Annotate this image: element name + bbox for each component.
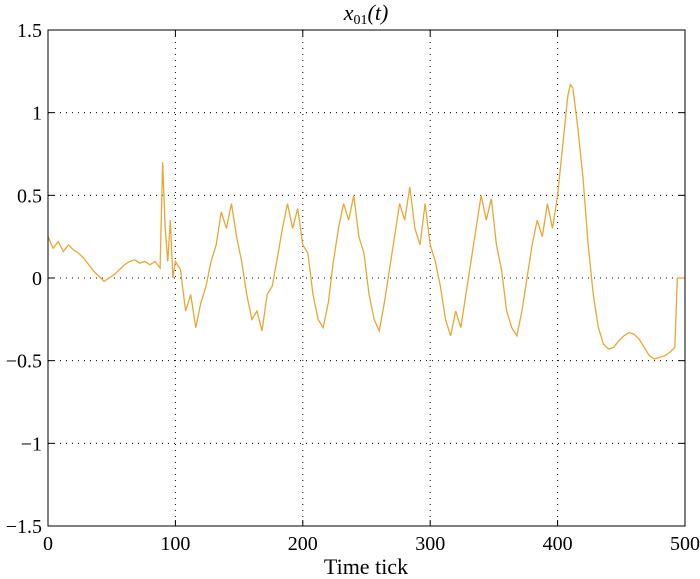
series-line-x01 [47, 83, 685, 360]
y-tick-label: 0 [32, 268, 42, 290]
x-tick-label: 300 [415, 533, 445, 555]
plot-frame [47, 29, 686, 527]
y-tick-label: −0.5 [6, 351, 42, 373]
y-tick-label: −1.5 [6, 516, 42, 538]
x-tick-label: 100 [160, 533, 190, 555]
y-tick-label: 1.5 [17, 20, 42, 42]
x-tick-label: 200 [288, 533, 318, 555]
x-tick-label: 400 [543, 533, 573, 555]
title-variable: x [343, 0, 354, 25]
x-tick-label: 500 [670, 533, 700, 555]
x-tick-label: 0 [43, 533, 53, 555]
x-axis-label: Time tick [324, 554, 408, 579]
tick-labels: 0 100 200 300 400 500 −1.5 −1 −0.5 0 0.5 1 1.5 [6, 20, 700, 555]
y-tick-label: −1 [21, 433, 42, 455]
y-tick-label: 1 [32, 103, 42, 125]
chart-title: x01(t) [343, 0, 389, 28]
y-tick-label: 0.5 [17, 185, 42, 207]
title-subscript: 01 [354, 13, 368, 28]
title-argument: (t) [368, 0, 389, 25]
